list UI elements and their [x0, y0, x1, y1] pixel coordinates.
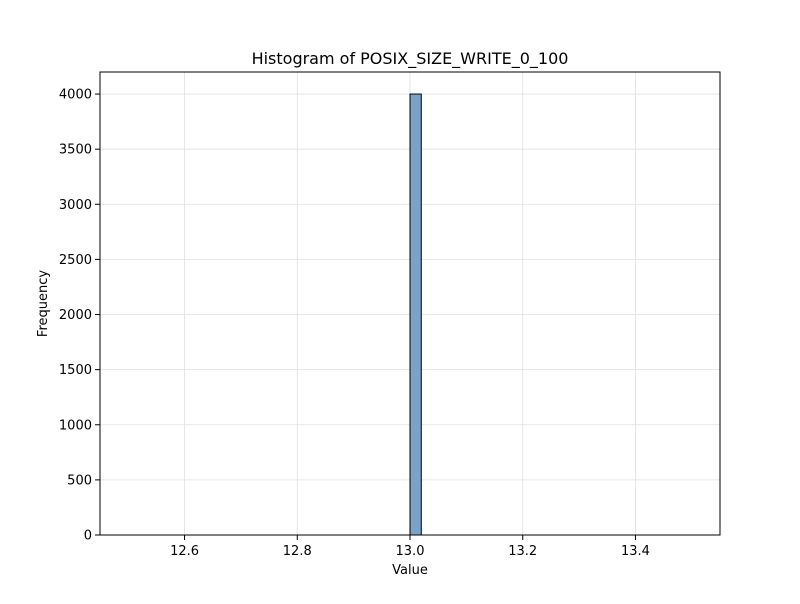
x-tick-label: 13.0	[396, 544, 425, 559]
x-tick-label: 12.8	[283, 544, 312, 559]
y-tick-label: 3000	[59, 198, 92, 213]
y-tick-label: 3500	[59, 143, 92, 158]
x-tick-label: 13.2	[508, 544, 537, 559]
y-tick-label: 4000	[59, 88, 92, 103]
y-tick-label: 2000	[59, 308, 92, 323]
y-tick-label: 2500	[59, 253, 92, 268]
y-axis: 0 500 1000 1500 2000 2500 3000 3500 4000	[59, 88, 100, 544]
y-tick-label: 500	[67, 473, 92, 488]
y-tick-label: 1000	[59, 418, 92, 433]
x-axis: 12.6 12.8 13.0 13.2 13.4	[170, 535, 650, 559]
x-tick-label: 12.6	[170, 544, 199, 559]
y-tick-label: 0	[84, 529, 92, 544]
bar-layer	[409, 93, 422, 536]
chart-title: Histogram of POSIX_SIZE_WRITE_0_100	[252, 49, 569, 69]
y-axis-label: Frequency	[36, 270, 51, 337]
histogram-bar	[409, 93, 422, 536]
y-tick-label: 1500	[59, 363, 92, 378]
x-axis-label: Value	[392, 563, 428, 578]
x-tick-label: 13.4	[621, 544, 650, 559]
